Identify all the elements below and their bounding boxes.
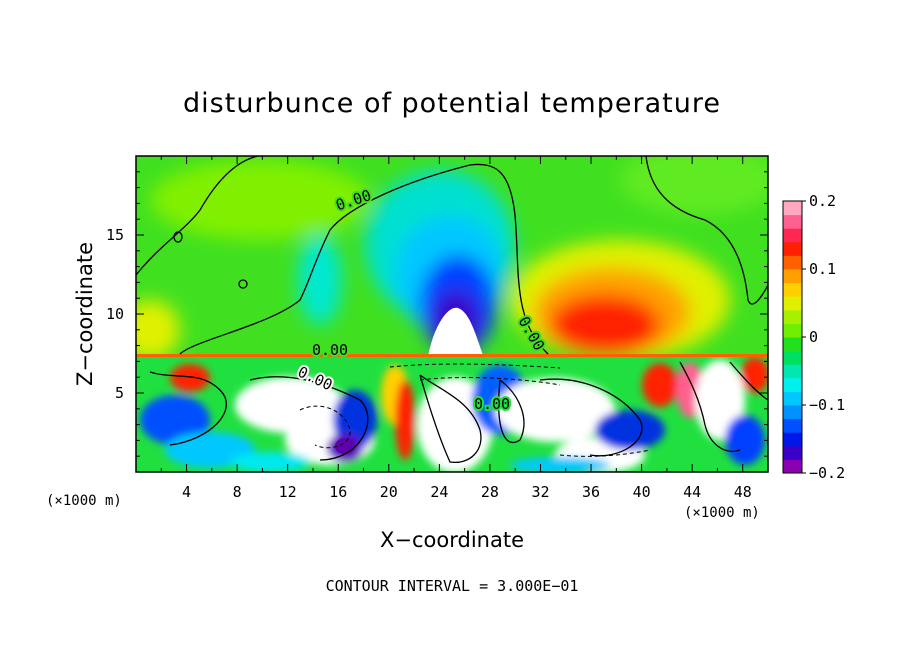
lower-red-1 <box>170 364 210 392</box>
colorbar-swatch <box>783 432 802 447</box>
contour-line-left <box>136 156 259 276</box>
contour-dashed-1 <box>299 405 351 449</box>
y-axis-label: Z−coordinate <box>73 242 97 386</box>
lower-indigo-2 <box>335 438 355 454</box>
colorbar-swatch <box>783 350 802 365</box>
x-tick-label: 36 <box>582 483 600 501</box>
y-unit-label: (×1000 m) <box>46 493 122 509</box>
colorbar-swatch <box>783 459 802 474</box>
colorbar-swatch <box>783 337 802 352</box>
contour-lower-5 <box>539 378 643 457</box>
x-axis-label: X−coordinate <box>380 528 524 552</box>
colorbar-swatch <box>783 241 802 256</box>
upper-red <box>550 295 660 355</box>
x-tick-label: 8 <box>233 483 242 501</box>
lower-white-4 <box>495 378 615 442</box>
y-tick-label: 15 <box>106 226 124 244</box>
colorbar-tick-label: 0.2 <box>809 192 836 210</box>
colorbar-labels: 0.2 0.1 0 −0.1 −0.2 <box>802 192 845 482</box>
colorbar <box>783 201 802 474</box>
colorbar-swatch <box>783 214 802 229</box>
colorbar-tick-label: −0.1 <box>809 396 845 414</box>
colorbar-swatch <box>783 418 802 433</box>
contour-dashed-2 <box>419 377 561 386</box>
contour-label: 0.00 <box>474 395 510 413</box>
x-tick-label: 20 <box>380 483 398 501</box>
lower-red-2 <box>395 380 415 460</box>
colorbar-swatch <box>783 445 802 460</box>
y-tick-label: 10 <box>106 305 124 323</box>
upper-yellow-left <box>136 300 180 360</box>
x-tick-label: 24 <box>430 483 448 501</box>
contour-dashed-3 <box>389 363 561 369</box>
x-tick-label: 28 <box>481 483 499 501</box>
upper-green-light-2 <box>620 156 768 215</box>
contour-interval-note: CONTOUR INTERVAL = 3.000E−01 <box>326 577 579 595</box>
contour-loop-2 <box>238 279 248 289</box>
lower-cyan-3 <box>510 457 610 472</box>
contour-lines <box>136 156 768 463</box>
contour-line-right <box>645 156 768 305</box>
contour-lower-7 <box>729 361 768 401</box>
contour-loop-1 <box>173 231 183 243</box>
y-axis: 5 10 15 <box>106 171 768 457</box>
colorbar-swatch <box>783 364 802 379</box>
colorbar-swatch <box>783 282 802 297</box>
contour-label: 0.00 <box>312 341 348 359</box>
x-tick-label: 48 <box>734 483 752 501</box>
colorbar-tick-label: 0.1 <box>809 260 836 278</box>
colorbar-swatch <box>783 405 802 420</box>
heatmap-field: 0.00 0.00 0.00 0.00 0.00 <box>136 156 768 472</box>
lower-cyan-2 <box>230 452 310 472</box>
interface-band <box>136 354 768 359</box>
x-axis: 4 8 12 16 20 24 28 32 36 40 44 48 <box>160 156 752 501</box>
contour-dashed <box>299 363 651 457</box>
colorbar-swatch <box>783 296 802 311</box>
x-tick-label: 16 <box>329 483 347 501</box>
lower-white-6 <box>695 360 745 440</box>
x-unit-label: (×1000 m) <box>684 505 760 521</box>
chart-title: disturbunce of potential temperature <box>183 88 721 119</box>
colorbar-swatch <box>783 255 802 270</box>
upper-green-light <box>150 160 370 240</box>
lower-red-4 <box>741 357 768 393</box>
y-tick-label: 5 <box>115 384 124 402</box>
colorbar-swatch <box>783 201 802 216</box>
colorbar-swatch <box>783 269 802 284</box>
colorbar-swatch <box>783 391 802 406</box>
lower-blue-4 <box>595 410 665 450</box>
contour-lower-6 <box>679 361 741 452</box>
contour-lower-4 <box>498 379 525 444</box>
colorbar-swatch <box>783 228 802 243</box>
colorbar-tick-label: 0 <box>809 328 818 346</box>
lower-blue-1 <box>140 395 210 445</box>
colorbar-swatch <box>783 309 802 324</box>
contour-lower-2 <box>249 376 369 461</box>
colorbar-swatch <box>783 377 802 392</box>
x-tick-label: 32 <box>531 483 549 501</box>
upper-cyan-left <box>298 235 342 325</box>
contour-line-tongue <box>179 163 549 355</box>
x-tick-label: 40 <box>633 483 651 501</box>
contour-lower-1 <box>149 371 227 446</box>
lower-blue-5 <box>725 415 765 465</box>
x-tick-label: 44 <box>683 483 701 501</box>
contour-lower-3 <box>419 374 482 463</box>
x-tick-label: 4 <box>182 483 191 501</box>
x-tick-label: 12 <box>279 483 297 501</box>
colorbar-swatch <box>783 323 802 338</box>
contour-dashed-4 <box>559 449 651 457</box>
lower-red-3 <box>642 363 678 407</box>
upper-white-cap <box>428 307 484 358</box>
colorbar-tick-label: −0.2 <box>809 464 845 482</box>
